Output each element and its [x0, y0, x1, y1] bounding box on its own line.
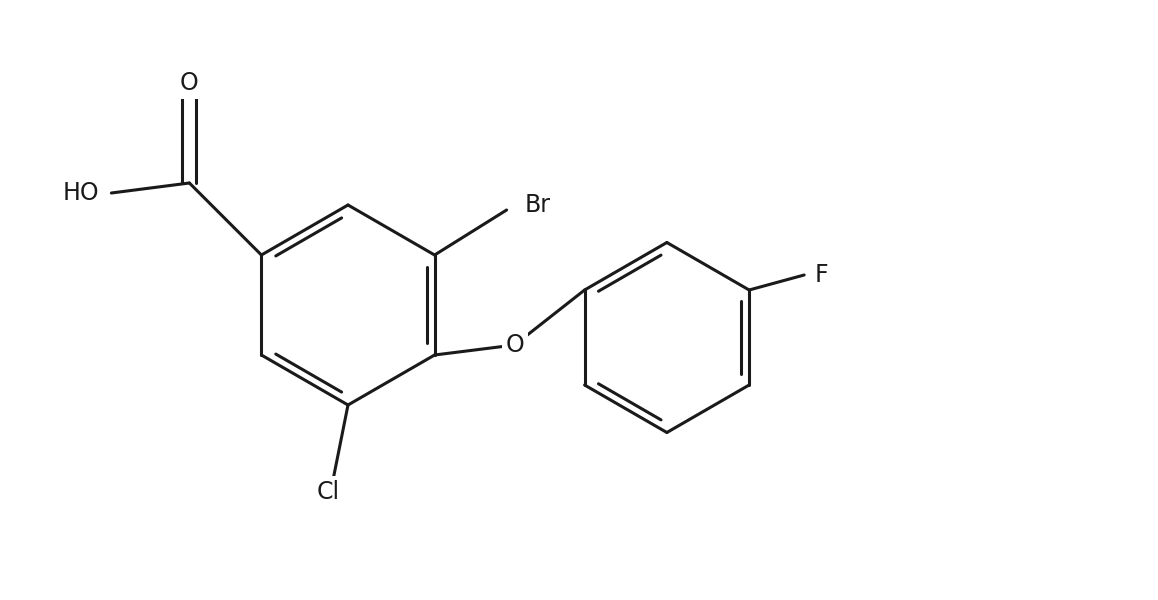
Text: O: O	[505, 333, 523, 357]
Text: Cl: Cl	[316, 480, 339, 504]
Text: HO: HO	[63, 181, 100, 205]
Text: F: F	[814, 263, 828, 287]
Text: O: O	[179, 71, 199, 95]
Text: Br: Br	[525, 193, 550, 217]
